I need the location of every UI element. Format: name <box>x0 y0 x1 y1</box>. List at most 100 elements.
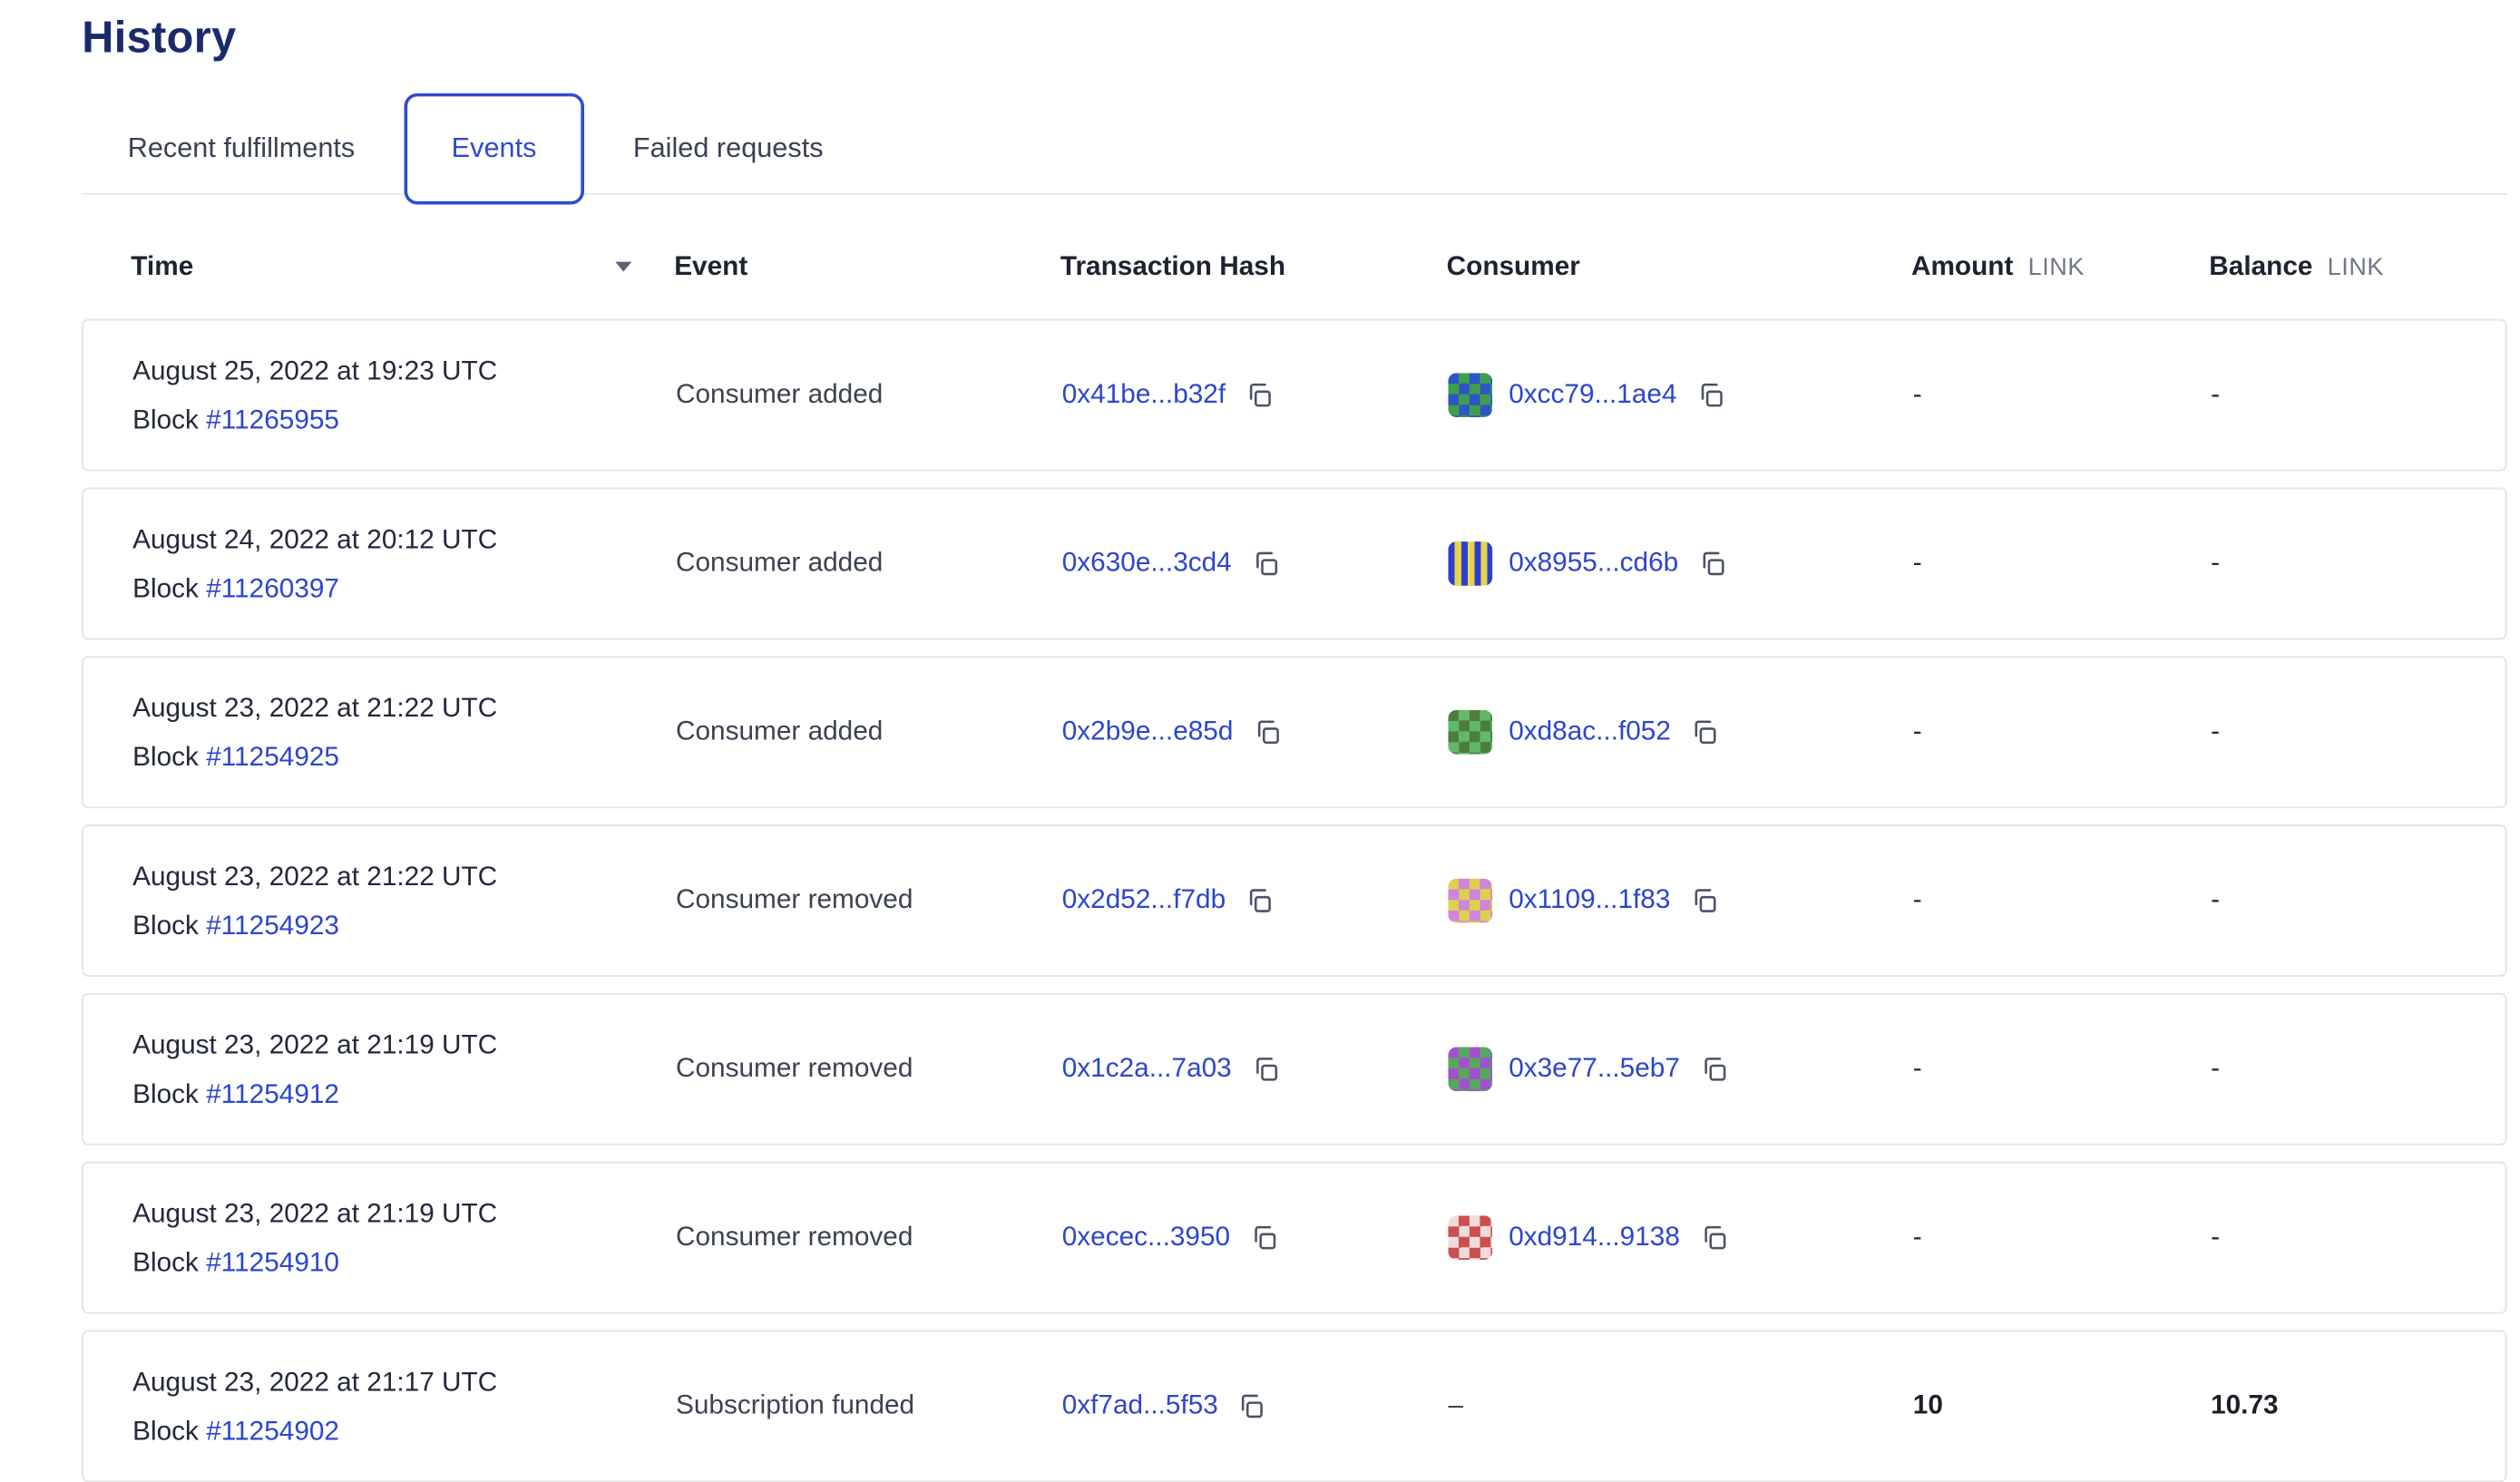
copy-icon[interactable] <box>1251 550 1279 578</box>
tx-hash-link[interactable]: 0x2b9e...e85d <box>1061 717 1234 746</box>
table-row: August 23, 2022 at 21:19 UTC Block #1125… <box>82 1161 2507 1314</box>
consumer-avatar <box>1448 878 1493 923</box>
event-time: August 23, 2022 at 21:17 UTC <box>132 1367 498 1397</box>
copy-icon[interactable] <box>1245 887 1274 915</box>
column-header-event: Event <box>674 250 748 281</box>
column-header-tx-hash: Transaction Hash <box>1060 250 1286 281</box>
copy-icon[interactable] <box>1691 718 1719 746</box>
tx-hash-link[interactable]: 0x630e...3cd4 <box>1061 548 1232 578</box>
block-label: Block <box>132 910 199 941</box>
copy-icon[interactable] <box>1700 1224 1728 1252</box>
block-link[interactable]: #11254925 <box>206 742 339 772</box>
tab-failed-requests[interactable]: Failed requests <box>632 132 824 164</box>
block-label: Block <box>132 573 199 603</box>
block-link[interactable]: #11254902 <box>206 1416 339 1446</box>
copy-icon[interactable] <box>1251 1056 1279 1084</box>
copy-icon[interactable] <box>1245 381 1274 409</box>
event-time: August 25, 2022 at 19:23 UTC <box>132 356 498 385</box>
block-line: Block #11260397 <box>132 563 676 612</box>
event-time: August 23, 2022 at 21:22 UTC <box>132 861 498 892</box>
consumer-address-link[interactable]: 0xd8ac...f052 <box>1509 717 1671 746</box>
consumer-cell: 0x1109...1f83 <box>1448 878 1912 923</box>
consumer-avatar <box>1448 1047 1493 1092</box>
block-link[interactable]: #11254923 <box>206 910 339 941</box>
tx-hash-cell: 0xecec...3950 <box>1062 1223 1449 1253</box>
amount-unit-label: LINK <box>2027 252 2085 281</box>
amount-value: 10 <box>1912 1390 1943 1420</box>
tx-hash-cell: 0xf7ad...5f53 <box>1062 1390 1449 1421</box>
balance-value: 10.73 <box>2211 1390 2279 1420</box>
copy-icon[interactable] <box>1698 550 1726 578</box>
table-row: August 24, 2022 at 20:12 UTC Block #1126… <box>82 487 2507 640</box>
block-line: Block #11254910 <box>132 1238 676 1287</box>
amount-value: - <box>1912 548 1922 578</box>
consumer-address-link[interactable]: 0xd914...9138 <box>1509 1222 1680 1252</box>
balance-unit-label: LINK <box>2327 252 2385 281</box>
block-line: Block #11254902 <box>132 1406 676 1455</box>
table-row: August 23, 2022 at 21:19 UTC Block #1125… <box>82 992 2507 1146</box>
tab-recent-fulfillments[interactable]: Recent fulfillments <box>127 132 356 164</box>
time-cell: August 23, 2022 at 21:17 UTC Block #1125… <box>132 1357 676 1455</box>
event-time: August 23, 2022 at 21:19 UTC <box>132 1198 498 1228</box>
balance-value: - <box>2211 1222 2220 1252</box>
event-type: Consumer removed <box>676 1053 913 1084</box>
balance-value: - <box>2211 884 2220 915</box>
consumer-avatar <box>1448 709 1493 755</box>
amount-value: - <box>1912 884 1922 915</box>
block-link[interactable]: #11254912 <box>206 1078 339 1109</box>
column-header-balance-label: Balance <box>2209 250 2313 281</box>
event-time: August 24, 2022 at 20:12 UTC <box>132 524 498 554</box>
time-cell: August 23, 2022 at 21:19 UTC Block #1125… <box>132 1020 676 1118</box>
consumer-cell: 0x8955...cd6b <box>1448 541 1912 586</box>
consumer-address-link[interactable]: 0x8955...cd6b <box>1509 548 1679 578</box>
consumer-cell: 0xd8ac...f052 <box>1448 709 1912 755</box>
copy-icon[interactable] <box>1238 1392 1266 1420</box>
balance-value: - <box>2211 717 2220 746</box>
table-row: August 23, 2022 at 21:22 UTC Block #1125… <box>82 656 2507 809</box>
copy-icon[interactable] <box>1700 1056 1728 1084</box>
block-label: Block <box>132 1416 199 1446</box>
event-time: August 23, 2022 at 21:22 UTC <box>132 692 498 723</box>
consumer-avatar <box>1448 1215 1493 1261</box>
tx-hash-link[interactable]: 0xecec...3950 <box>1061 1222 1231 1252</box>
tx-hash-link[interactable]: 0x41be...b32f <box>1061 379 1226 409</box>
tx-hash-link[interactable]: 0xf7ad...5f53 <box>1061 1390 1218 1420</box>
consumer-cell: 0xcc79...1ae4 <box>1448 373 1912 417</box>
copy-icon[interactable] <box>1250 1224 1278 1252</box>
block-label: Block <box>132 1247 199 1277</box>
copy-icon[interactable] <box>1690 887 1718 915</box>
block-label: Block <box>132 742 199 772</box>
column-header-time-label: Time <box>131 250 194 281</box>
block-link[interactable]: #11260397 <box>206 573 339 603</box>
sort-descending-icon[interactable] <box>615 261 632 272</box>
block-label: Block <box>132 1078 199 1109</box>
consumer-cell: – <box>1448 1390 1912 1421</box>
event-type: Consumer added <box>676 548 884 578</box>
tab-events[interactable]: Events <box>404 93 584 205</box>
column-header-consumer: Consumer <box>1446 250 1580 281</box>
block-link[interactable]: #11265955 <box>206 405 339 434</box>
consumer-avatar <box>1448 373 1493 417</box>
block-link[interactable]: #11254910 <box>206 1247 339 1277</box>
copy-icon[interactable] <box>1253 718 1281 746</box>
consumer-cell: 0xd914...9138 <box>1448 1215 1912 1261</box>
event-time: August 23, 2022 at 21:19 UTC <box>132 1029 498 1060</box>
block-line: Block #11254923 <box>132 901 676 950</box>
consumer-address-link[interactable]: 0x1109...1f83 <box>1509 884 1671 915</box>
table-row: August 23, 2022 at 21:17 UTC Block #1125… <box>82 1330 2507 1482</box>
tx-hash-link[interactable]: 0x1c2a...7a03 <box>1061 1053 1232 1084</box>
copy-icon[interactable] <box>1696 381 1724 409</box>
consumer-address-link[interactable]: 0x3e77...5eb7 <box>1509 1053 1680 1084</box>
consumer-address-link[interactable]: 0xcc79...1ae4 <box>1509 379 1677 409</box>
tx-hash-link[interactable]: 0x2d52...f7db <box>1061 884 1226 915</box>
column-header-balance: Balance LINK <box>2209 251 2506 282</box>
block-line: Block #11254912 <box>132 1069 676 1118</box>
tx-hash-cell: 0x41be...b32f <box>1062 380 1449 411</box>
consumer-avatar <box>1448 541 1493 586</box>
balance-value: - <box>2211 1053 2220 1084</box>
block-label: Block <box>132 405 199 434</box>
time-cell: August 23, 2022 at 21:22 UTC Block #1125… <box>132 852 676 950</box>
tx-hash-cell: 0x630e...3cd4 <box>1062 548 1449 579</box>
time-cell: August 23, 2022 at 21:19 UTC Block #1125… <box>132 1189 676 1287</box>
